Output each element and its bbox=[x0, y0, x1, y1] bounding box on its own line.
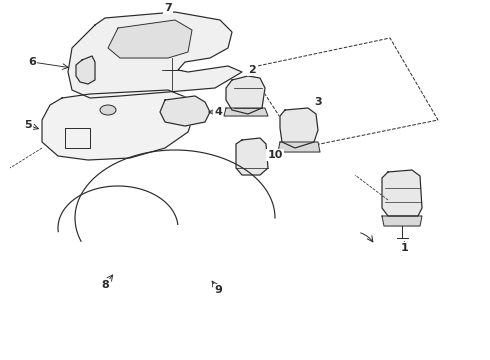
Polygon shape bbox=[382, 170, 422, 216]
Text: 3: 3 bbox=[314, 97, 322, 107]
Text: 5: 5 bbox=[24, 120, 32, 130]
Polygon shape bbox=[226, 76, 265, 114]
Polygon shape bbox=[160, 96, 210, 126]
Polygon shape bbox=[224, 108, 268, 116]
Text: 6: 6 bbox=[28, 57, 36, 67]
Polygon shape bbox=[68, 12, 242, 98]
Polygon shape bbox=[278, 142, 320, 152]
Text: 4: 4 bbox=[214, 107, 222, 117]
Text: 10: 10 bbox=[268, 150, 283, 160]
Polygon shape bbox=[76, 56, 95, 84]
Polygon shape bbox=[280, 108, 318, 148]
Polygon shape bbox=[382, 216, 422, 226]
Polygon shape bbox=[42, 90, 195, 160]
Text: 8: 8 bbox=[101, 280, 109, 290]
Text: 7: 7 bbox=[164, 3, 172, 13]
Text: 1: 1 bbox=[401, 243, 409, 253]
Polygon shape bbox=[236, 138, 268, 175]
Ellipse shape bbox=[100, 105, 116, 115]
Text: 9: 9 bbox=[214, 285, 222, 295]
Text: 2: 2 bbox=[248, 65, 256, 75]
Polygon shape bbox=[108, 20, 192, 58]
